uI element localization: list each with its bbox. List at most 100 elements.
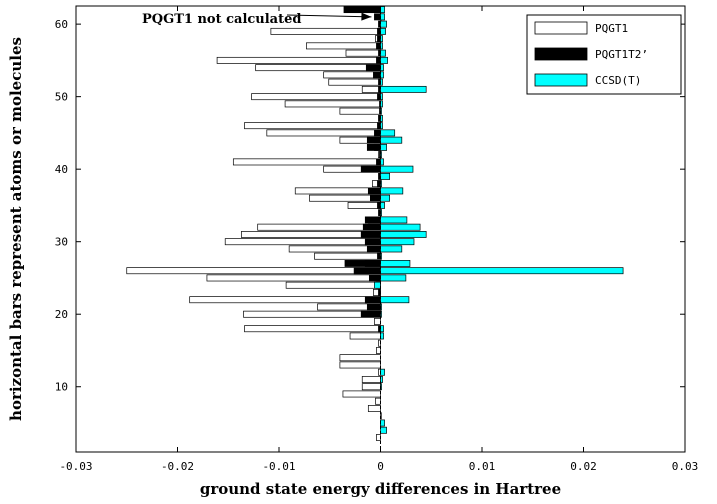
bar-ccsdt-35 — [380, 202, 385, 209]
bar-pqgt1-31 — [241, 231, 381, 238]
bar-pqgt1-45 — [266, 129, 381, 137]
bar-pqgt1-35 — [347, 202, 381, 209]
bar-pqgt1t2-33 — [364, 216, 381, 224]
bar-pqgt1t2-45 — [374, 129, 381, 137]
annotation-arrowhead — [361, 12, 372, 21]
bar-pqgt1-18 — [244, 325, 381, 333]
bar-pqgt1-55 — [216, 56, 381, 64]
bar-pqgt1-29 — [288, 245, 381, 253]
bar-ccsdt-17 — [380, 332, 384, 340]
bar-pqgt1-3 — [376, 434, 381, 441]
bar-pqgt1-15 — [376, 347, 381, 354]
bar-pqgt1-13 — [339, 361, 381, 369]
legend-label-ccsdt: CCSD(T) — [595, 74, 641, 87]
bar-pqgt1t2-21 — [366, 303, 381, 311]
legend-swatch-pqgt1 — [534, 21, 588, 35]
bar-pqgt1t2-29 — [366, 245, 381, 253]
bar-pqgt1t2-25 — [368, 274, 381, 282]
bar-ccsdt-5 — [380, 419, 385, 427]
bar-ccsdt-62 — [380, 6, 385, 14]
bar-ccsdt-37 — [380, 187, 404, 195]
bar-ccsdt-57 — [380, 42, 383, 50]
bar-pqgt1-17 — [349, 332, 381, 340]
bar-pqgt1-19 — [374, 318, 381, 325]
bar-ccsdt-46 — [380, 122, 383, 130]
bar-ccsdt-43 — [380, 143, 387, 151]
bar-ccsdt-53 — [380, 71, 384, 79]
bar-ccsdt-61 — [380, 13, 385, 21]
bar-pqgt1t2-27 — [344, 260, 381, 267]
bar-pqgt1-52 — [328, 78, 381, 86]
bar-pqgt1-57 — [306, 42, 381, 50]
legend-swatch-ccsdt — [534, 73, 588, 87]
x-tick-label: -0.03 — [59, 460, 92, 473]
bar-pqgt1-9 — [342, 390, 381, 398]
bar-pqgt1-28 — [314, 252, 381, 260]
y-tick-label: 10 — [55, 381, 68, 394]
y-tick-label: 50 — [55, 91, 68, 104]
x-tick-label: 0.02 — [570, 460, 597, 473]
annotation: PQGT1 not calculated — [142, 12, 372, 27]
bar-ccsdt-30 — [380, 238, 415, 246]
annotation-arrow — [286, 14, 372, 18]
bar-pqgt1-48 — [339, 107, 381, 115]
bar-ccsdt-33 — [380, 216, 408, 224]
bar-ccsdt-26 — [380, 267, 624, 275]
bar-pqgt1t2-43 — [366, 143, 381, 151]
bar-ccsdt-22 — [380, 296, 410, 304]
bar-pqgt1t2-55 — [376, 56, 381, 64]
x-tick-label: 0.01 — [469, 460, 496, 473]
bar-pqgt1-36 — [309, 194, 381, 202]
bar-pqgt1-37 — [294, 187, 381, 195]
bar-pqgt1t2-37 — [367, 187, 381, 195]
bar-pqgt1t2-62 — [343, 6, 381, 14]
bar-pqgt1t2-40 — [360, 165, 381, 173]
bar-pqgt1-59 — [270, 27, 381, 35]
x-tick-label: -0.01 — [262, 460, 295, 473]
legend-swatch-pqgt1t2 — [534, 47, 588, 61]
bar-pqgt1-8 — [375, 397, 381, 405]
bar-ccsdt-51 — [380, 85, 427, 93]
bars-layer — [126, 6, 624, 441]
bar-ccsdt-20 — [380, 310, 382, 318]
bar-pqgt1t2-26 — [353, 267, 381, 275]
bar-pqgt1-56 — [345, 49, 381, 57]
x-tick-label: 0.03 — [672, 460, 699, 473]
x-axis-label: ground state energy differences in Hartr… — [200, 480, 561, 498]
bar-pqgt1t2-31 — [360, 231, 381, 238]
bar-pqgt1t2-32 — [362, 223, 381, 231]
bar-ccsdt-40 — [380, 165, 414, 173]
bar-pqgt1-20 — [243, 310, 381, 318]
bar-pqgt1t2-20 — [360, 310, 381, 318]
bar-ccsdt-32 — [380, 223, 421, 231]
bar-pqgt1t2-61 — [374, 13, 381, 21]
bar-pqgt1t2-30 — [364, 238, 381, 246]
legend-label-pqgt1: PQGT1 — [595, 22, 628, 35]
bar-ccsdt-56 — [380, 49, 386, 57]
bar-pqgt1-22 — [189, 296, 381, 304]
bar-ccsdt-12 — [380, 368, 385, 376]
bar-ccsdt-44 — [380, 136, 403, 144]
legend: PQGT1 PQGT1T2’ CCSD(T) — [526, 14, 682, 95]
bar-ccsdt-29 — [380, 245, 403, 253]
x-tick-label: -0.02 — [161, 460, 194, 473]
bar-pqgt1-14 — [339, 354, 381, 362]
annotation-text: PQGT1 not calculated — [142, 12, 301, 27]
bar-pqgt1-51 — [361, 85, 381, 93]
y-axis-label: horizontal bars represent atoms or molec… — [7, 37, 25, 421]
axes-layer: -0.03 -0.02 -0.01 0 0.01 0.02 0.03 10 20 30 40 50 60 — [55, 6, 699, 473]
bar-pqgt1t2-41 — [376, 158, 381, 166]
bar-ccsdt-45 — [380, 129, 396, 137]
bar-ccsdt-4 — [380, 426, 387, 434]
bar-ccsdt-39 — [380, 172, 390, 180]
bar-ccsdt-31 — [380, 231, 427, 238]
bar-pqgt1-54 — [255, 64, 381, 72]
bar-ccsdt-42 — [380, 151, 382, 159]
y-tick-label: 30 — [55, 236, 68, 249]
bar-ccsdt-55 — [380, 56, 388, 64]
bar-ccsdt-25 — [380, 274, 407, 282]
bar-pqgt1-32 — [257, 223, 381, 231]
bar-pqgt1t2-22 — [364, 296, 381, 304]
bar-pqgt1-25 — [206, 274, 381, 282]
